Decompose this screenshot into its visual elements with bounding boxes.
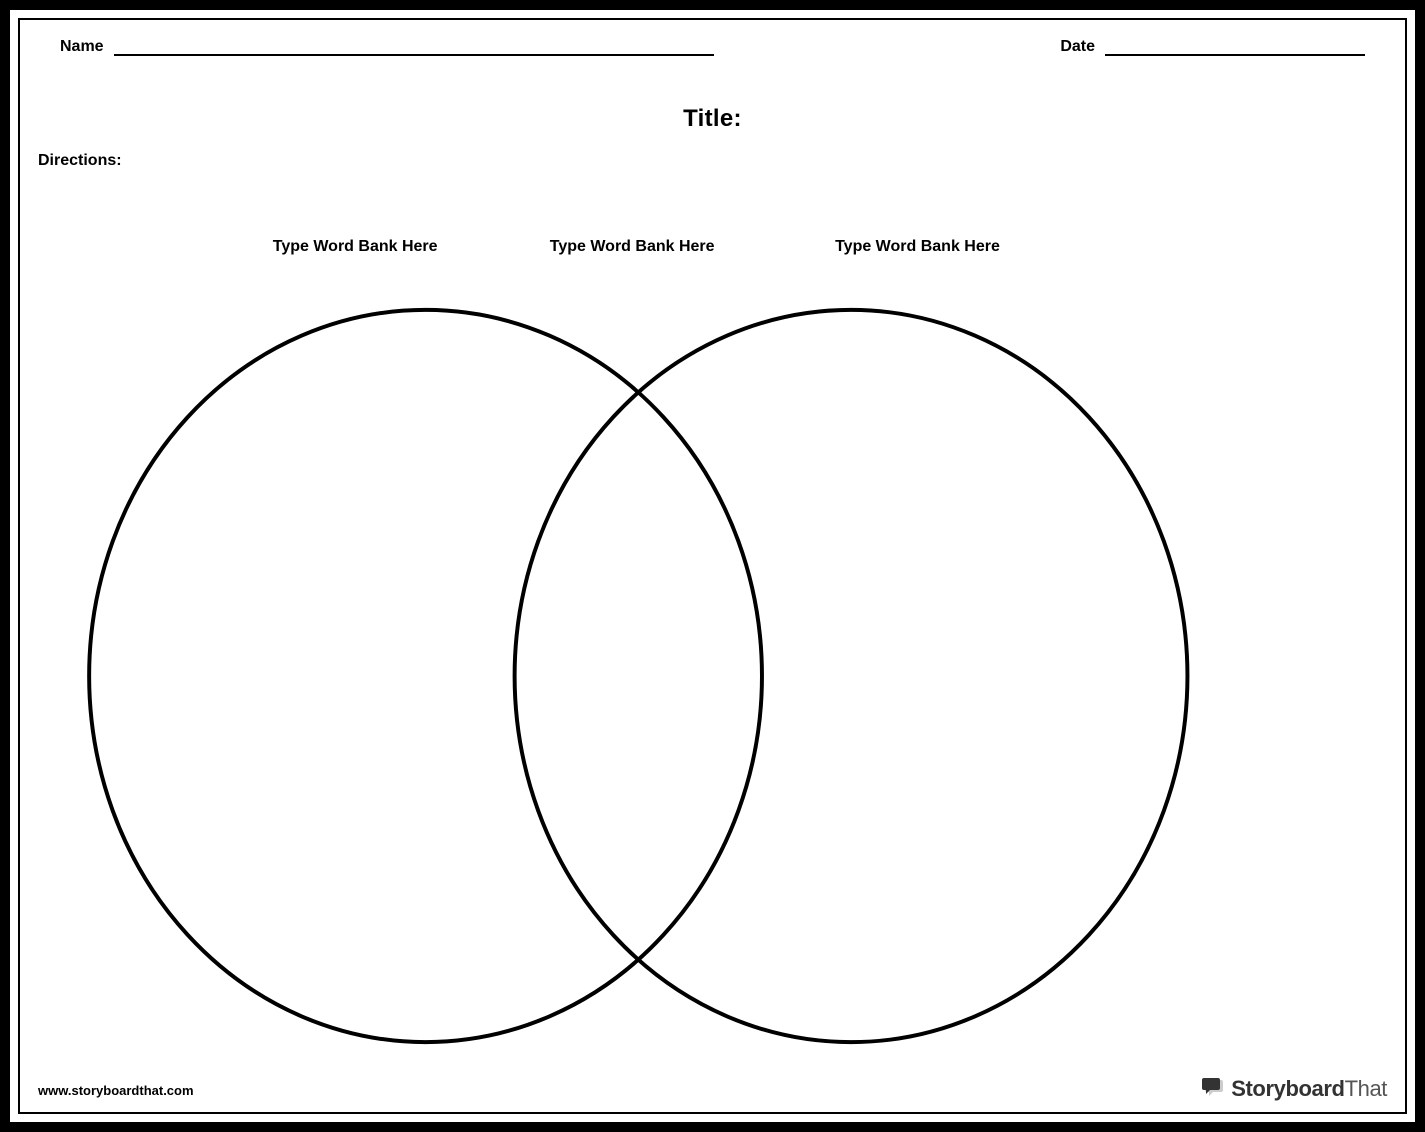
- logo-text-light: That: [1345, 1076, 1387, 1101]
- inner-frame: Name Date Title: Directions: Type Word B…: [18, 18, 1407, 1114]
- title-label: Title:: [20, 105, 1405, 133]
- venn-svg: [20, 300, 1405, 1052]
- name-label: Name: [60, 38, 104, 56]
- speech-bubble-icon: [1201, 1078, 1225, 1100]
- header-row: Name Date: [60, 38, 1365, 56]
- directions-label: Directions:: [38, 152, 122, 170]
- venn-circle-right: [515, 310, 1188, 1042]
- name-underline: [114, 38, 714, 56]
- date-label: Date: [1060, 38, 1095, 56]
- date-field-group: Date: [1060, 38, 1365, 56]
- venn-circle-left: [89, 310, 762, 1042]
- wordbank-label-right: Type Word Bank Here: [835, 238, 1000, 256]
- footer-logo: StoryboardThat: [1201, 1076, 1387, 1102]
- wordbank-label-left: Type Word Bank Here: [273, 238, 438, 256]
- wordbank-label-center: Type Word Bank Here: [550, 238, 715, 256]
- name-field-group: Name: [60, 38, 714, 56]
- outer-frame: Name Date Title: Directions: Type Word B…: [0, 0, 1425, 1132]
- date-underline: [1105, 38, 1365, 56]
- footer-url: www.storyboardthat.com: [38, 1083, 194, 1098]
- logo-text-bold: Storyboard: [1231, 1076, 1344, 1101]
- footer-logo-text: StoryboardThat: [1231, 1076, 1387, 1102]
- venn-diagram: [20, 300, 1405, 1052]
